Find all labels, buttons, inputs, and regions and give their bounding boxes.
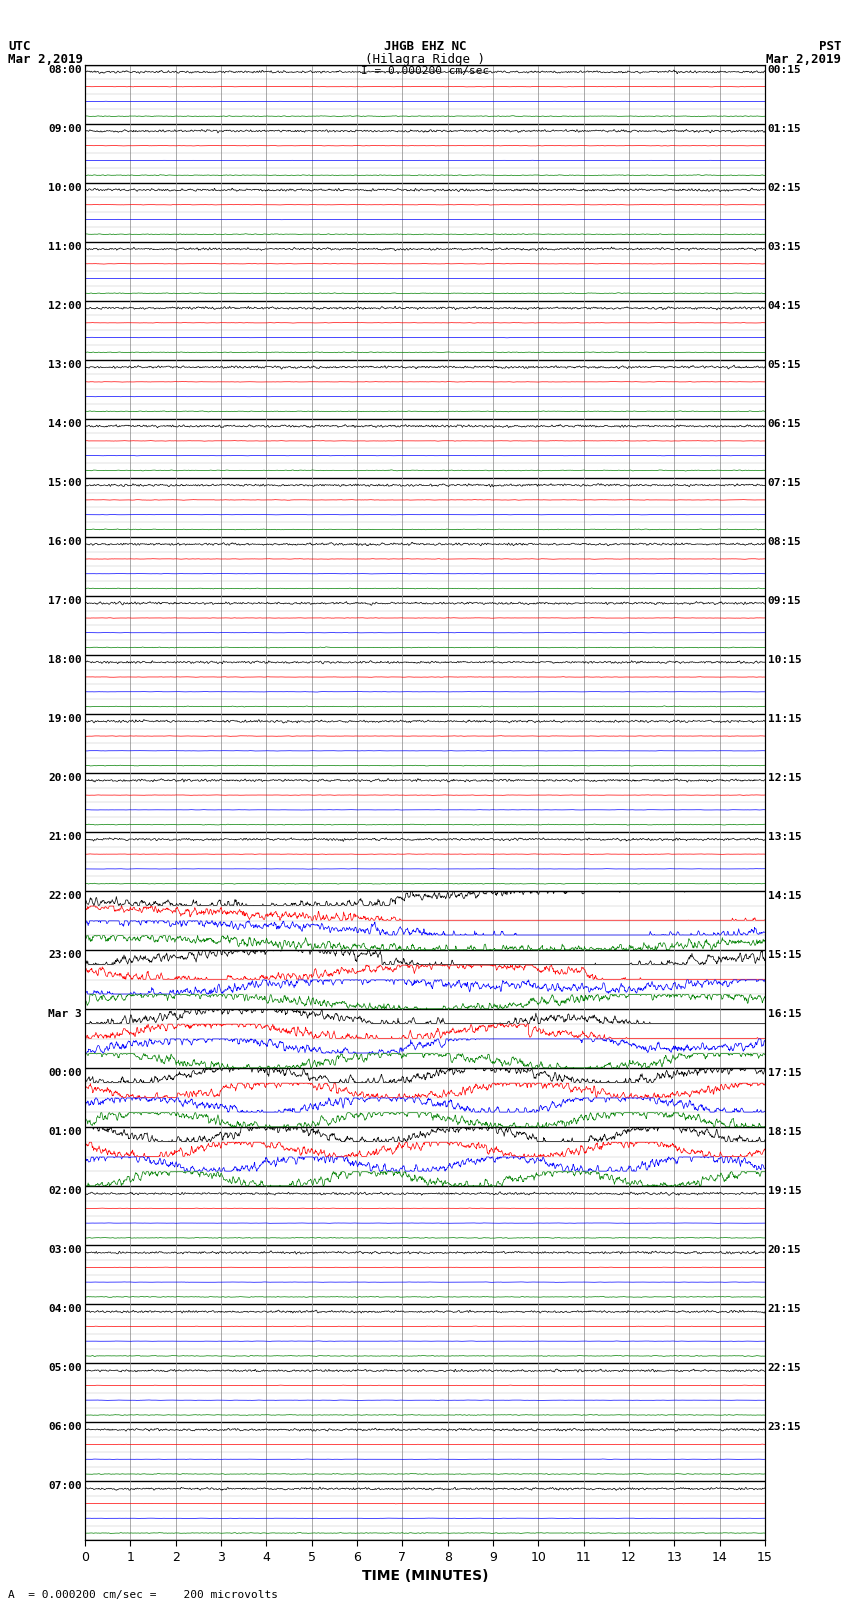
- Text: A  = 0.000200 cm/sec =    200 microvolts: A = 0.000200 cm/sec = 200 microvolts: [8, 1590, 279, 1600]
- Text: UTC: UTC: [8, 40, 31, 53]
- Text: I = 0.000200 cm/sec: I = 0.000200 cm/sec: [361, 66, 489, 76]
- Text: Mar 2,2019: Mar 2,2019: [8, 53, 83, 66]
- Text: (Hilagra Ridge ): (Hilagra Ridge ): [365, 53, 485, 66]
- Text: JHGB EHZ NC: JHGB EHZ NC: [383, 40, 467, 53]
- X-axis label: TIME (MINUTES): TIME (MINUTES): [362, 1569, 488, 1584]
- Text: PST: PST: [819, 40, 842, 53]
- Text: Mar 2,2019: Mar 2,2019: [767, 53, 842, 66]
